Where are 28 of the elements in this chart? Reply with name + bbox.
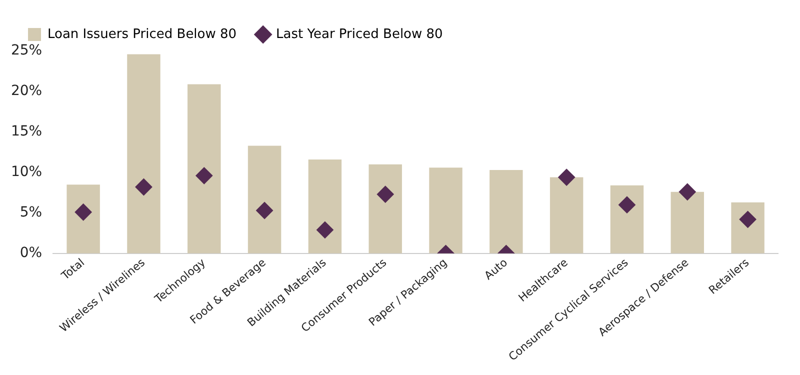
bar	[368, 164, 402, 254]
point	[316, 221, 334, 238]
point	[135, 178, 152, 196]
legend-label: Loan Issuers Priced Below 80	[48, 26, 237, 42]
point	[256, 202, 274, 219]
point	[678, 183, 696, 200]
legend-label: Last Year Priced Below 80	[276, 26, 443, 42]
y-tick-label: 25%	[10, 42, 42, 59]
bar	[66, 184, 100, 254]
bar	[127, 54, 160, 254]
bar	[610, 185, 644, 254]
bar	[429, 168, 462, 254]
bar	[490, 170, 523, 254]
point	[196, 167, 213, 184]
point	[618, 196, 636, 214]
bar	[731, 202, 764, 254]
y-tick-label: 5%	[20, 204, 42, 221]
point	[376, 186, 394, 203]
bar	[308, 159, 342, 254]
y-tick-label: 15%	[10, 124, 42, 140]
bar	[188, 84, 221, 254]
y-tick-label: 10%	[10, 164, 42, 180]
bar	[248, 146, 282, 254]
bar	[670, 192, 704, 254]
point	[558, 168, 576, 186]
y-tick-label: 20%	[10, 83, 42, 100]
y-tick-label: 0%	[20, 245, 42, 262]
bar	[550, 177, 584, 254]
